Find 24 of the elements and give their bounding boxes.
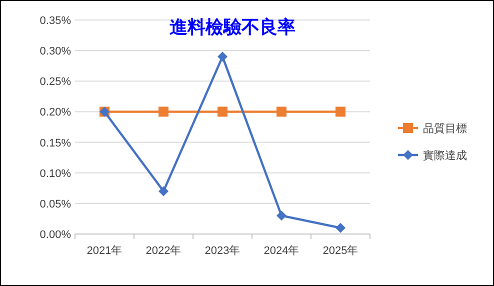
y-tick-label: 0.00% bbox=[40, 229, 72, 241]
y-tick-label: 0.15% bbox=[40, 137, 72, 150]
legend-label: 實際達成 bbox=[423, 149, 467, 162]
y-tick-label: 0.35% bbox=[40, 15, 72, 27]
chart-title: 進料檢驗不良率 bbox=[170, 17, 296, 37]
point bbox=[218, 52, 228, 62]
y-tick-label: 0.05% bbox=[40, 198, 72, 210]
point bbox=[218, 106, 228, 117]
x-tick-label: 2025年 bbox=[322, 245, 358, 257]
legend-label: 品質目標 bbox=[423, 122, 467, 135]
x-tick-label: 2024年 bbox=[264, 245, 300, 257]
y-tick-label: 0.25% bbox=[40, 76, 72, 88]
point bbox=[336, 106, 346, 117]
point bbox=[276, 106, 286, 117]
point bbox=[158, 186, 168, 196]
point bbox=[336, 222, 346, 233]
x-tick-label: 2023年 bbox=[204, 245, 240, 257]
y-tick-label: 0.20% bbox=[40, 106, 72, 119]
x-tick-label: 2021年 bbox=[86, 245, 122, 257]
point bbox=[276, 210, 286, 221]
point bbox=[158, 106, 168, 117]
y-tick-label: 0.30% bbox=[40, 46, 72, 58]
x-tick-label: 2022年 bbox=[146, 245, 182, 257]
y-tick-label: 0.10% bbox=[40, 168, 72, 180]
